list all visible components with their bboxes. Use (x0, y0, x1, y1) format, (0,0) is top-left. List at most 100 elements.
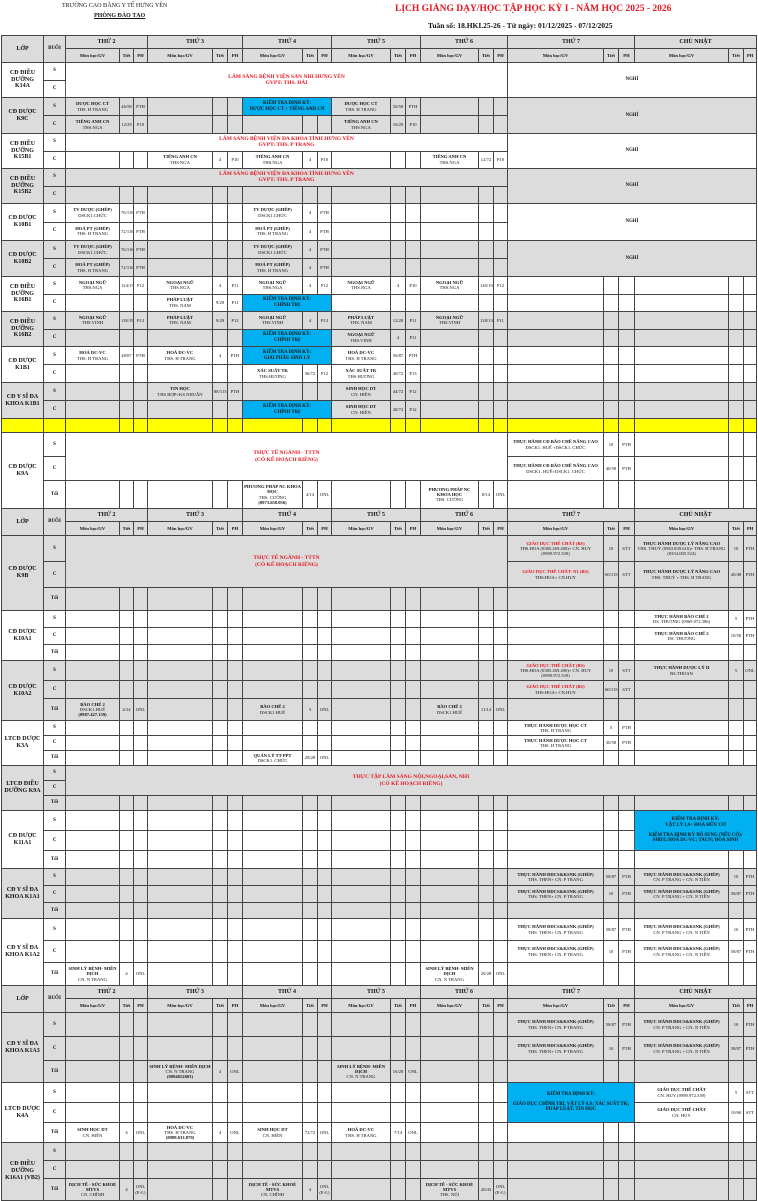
room: PTH (133, 97, 148, 116)
empty-cell (65, 1160, 120, 1179)
room: PTH (742, 940, 758, 963)
period-count: 5 (728, 660, 744, 681)
subject-name: HOÁ PT (GHÉP) (255, 225, 290, 231)
lesson-cell: TIẾNG ANH CN THS.NGA (147, 150, 213, 169)
empty-cell (603, 795, 619, 811)
divider-cell (493, 418, 508, 433)
subject-name: SINH HỌC DT (257, 1127, 288, 1133)
empty-cell (242, 680, 303, 699)
empty-cell (728, 698, 744, 721)
empty-cell (242, 185, 303, 204)
subject-name: DỊCH TỄ - SỨC KHOẺ MTVS (68, 1181, 117, 1192)
lesson-cell: THỰC HÀNH ĐDCS&KSNK (GHÉP) THS. THEN+ CN.… (507, 940, 604, 963)
empty-cell (603, 902, 619, 919)
empty-cell (65, 480, 120, 509)
teacher-name: CN. P TRANG + CN. N TIẾN (653, 951, 710, 957)
empty-cell (493, 644, 508, 661)
subject-name: TIẾNG ANH CN (432, 154, 467, 160)
empty-cell (331, 660, 391, 681)
empty-cell (317, 940, 332, 963)
session-label: Tối (43, 850, 66, 869)
lesson-cell: THỰC HÀNH BÀO CHẾ 2 DS. THƯƠNG (0969.072.… (634, 610, 729, 628)
empty-cell (65, 1082, 120, 1103)
teacher-name: THS.NGA (82, 124, 103, 130)
empty-cell (405, 680, 421, 699)
empty-cell (420, 868, 479, 886)
timetable: LỚP BUỔI THỨ 2 THỨ 3 THỨ 4 THỨ 5 THỨ 6 THỨ 7 CHỦ… (1, 35, 758, 1201)
empty-cell (728, 400, 744, 419)
empty-cell (634, 1060, 729, 1083)
period-count: 10 (728, 868, 744, 886)
room: PTH (317, 203, 332, 223)
empty-cell (728, 346, 744, 365)
empty-cell (405, 1178, 421, 1201)
period-header: Tiết (212, 521, 228, 536)
banner-line: KIỂM TRA ĐỊNH KỲ: (671, 817, 720, 823)
divider-cell (65, 418, 120, 433)
class-name: CĐ Y SĨ ĐA KHOA K1A3 (1, 1012, 44, 1083)
teacher-name: THS.HỢP+KS.NHUẬN (157, 391, 203, 397)
empty-cell (147, 115, 213, 134)
empty-cell (302, 660, 318, 681)
empty-cell (331, 885, 391, 903)
empty-cell (390, 610, 406, 628)
empty-cell (728, 680, 744, 699)
subject-teacher-header: Môn học/GV (331, 998, 391, 1013)
empty-cell (65, 1012, 120, 1037)
empty-cell (420, 587, 479, 611)
empty-cell (405, 644, 421, 661)
empty-cell (242, 830, 303, 851)
empty-cell (133, 364, 148, 383)
empty-cell (119, 795, 134, 811)
banner-line: LÂM SÀNG BỆNH VIỆN ĐA KHOA TỈNH HƯNG YÊN (219, 170, 354, 177)
empty-cell (390, 810, 406, 831)
banner-line: NGHỈ (625, 148, 639, 154)
empty-cell (618, 902, 635, 919)
teacher-name: THS.NGA (439, 159, 460, 165)
subject-name: BÀO CHẾ 2 (80, 701, 105, 707)
empty-cell (212, 1082, 228, 1103)
empty-cell (119, 902, 134, 919)
empty-cell (65, 850, 120, 869)
empty-cell (212, 660, 228, 681)
empty-cell (618, 480, 635, 509)
empty-cell (212, 364, 228, 383)
empty-cell (742, 1142, 758, 1161)
empty-cell (331, 902, 391, 919)
empty-cell (603, 1060, 619, 1083)
empty-cell (331, 1160, 391, 1179)
room: PTH (618, 720, 635, 736)
empty-cell (507, 962, 604, 986)
session-label: S (43, 97, 66, 116)
empty-cell (390, 680, 406, 699)
empty-cell (742, 400, 758, 419)
empty-cell (420, 185, 479, 204)
empty-cell (478, 364, 494, 383)
empty-cell (728, 480, 744, 509)
period-count: 58/87 (603, 868, 619, 886)
empty-cell (390, 587, 406, 611)
empty-cell (728, 311, 744, 330)
empty-cell (119, 680, 134, 699)
empty-cell (212, 850, 228, 869)
empty-cell (302, 830, 318, 851)
lesson-cell: GIÁO DỤC THỂ CHẤT (BS) THS.HOA+ CN.HUY (507, 680, 604, 699)
subject-name: XÁC SUẤT TK (257, 368, 288, 374)
empty-cell (119, 850, 134, 869)
room: P11 (227, 293, 243, 312)
class-session-row: Tối SINH HỌC DT CN. HIỀN 4 ONL HOÁ DC-VC THS. … (2, 1122, 758, 1143)
teacher-name: THS. THEN+ CN. P TRANG (528, 929, 583, 935)
empty-cell (405, 885, 421, 903)
empty-cell (119, 810, 134, 831)
period-count: 30/58 (603, 735, 619, 751)
empty-cell (227, 962, 243, 986)
room-header: PH (618, 521, 635, 536)
empty-cell (618, 311, 635, 330)
empty-cell (119, 735, 134, 751)
empty-cell (302, 962, 318, 986)
empty-cell (212, 680, 228, 699)
empty-cell (147, 1142, 213, 1161)
empty-cell (212, 1012, 228, 1037)
empty-cell (227, 97, 243, 116)
session-label: Tối (43, 962, 66, 986)
